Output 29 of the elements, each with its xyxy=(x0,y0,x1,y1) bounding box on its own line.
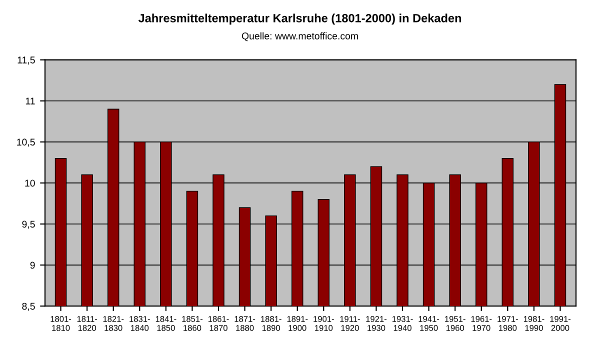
x-tick-label: 1921- 1930 xyxy=(366,316,387,331)
x-tick-label: 1881- 1890 xyxy=(261,316,282,331)
x-tick-label: 1951- 1960 xyxy=(445,316,466,331)
x-tick-label: 1851- 1860 xyxy=(182,316,202,331)
x-tick-label: 1811- 1820 xyxy=(77,316,98,331)
y-tick-label: 10,5 xyxy=(17,138,35,147)
x-tick-label: 1901- 1910 xyxy=(314,316,334,331)
x-tick-label: 1981- 1990 xyxy=(524,316,544,331)
x-tick-label: 1841- 1850 xyxy=(156,316,176,331)
y-tick-label: 11,5 xyxy=(18,56,35,65)
x-tick-label: 1991- 2000 xyxy=(550,316,571,331)
y-tick-label: 8,5 xyxy=(22,302,35,311)
x-tick-label: 1971- 1980 xyxy=(498,316,518,331)
x-tick-label: 1861- 1870 xyxy=(208,316,229,331)
x-tick-label: 1871- 1880 xyxy=(234,316,256,331)
x-tick-label: 1831- 1840 xyxy=(130,316,150,331)
chart-title: Jahresmitteltemperatur Karlsruhe (1801-2000) in Dekaden xyxy=(138,14,462,25)
x-tick-label: 1891- 1900 xyxy=(287,316,308,331)
x-tick-label: 1821- 1830 xyxy=(103,316,124,331)
y-tick-label: 11 xyxy=(26,98,35,104)
x-tick-label: 1801- 1810 xyxy=(50,316,72,331)
x-tick-label: 1941- 1950 xyxy=(418,316,440,331)
y-tick-label: 10 xyxy=(25,180,35,187)
x-tick-label: 1911- 1920 xyxy=(340,316,360,331)
y-tick-label: 9,5 xyxy=(22,220,35,229)
y-tick-label: 9 xyxy=(30,262,35,269)
source-note: Quelle: www.metoffice.com xyxy=(242,32,358,42)
x-tick-label: 1961- 1970 xyxy=(471,316,492,331)
x-tick-label: 1931- 1940 xyxy=(392,316,413,331)
